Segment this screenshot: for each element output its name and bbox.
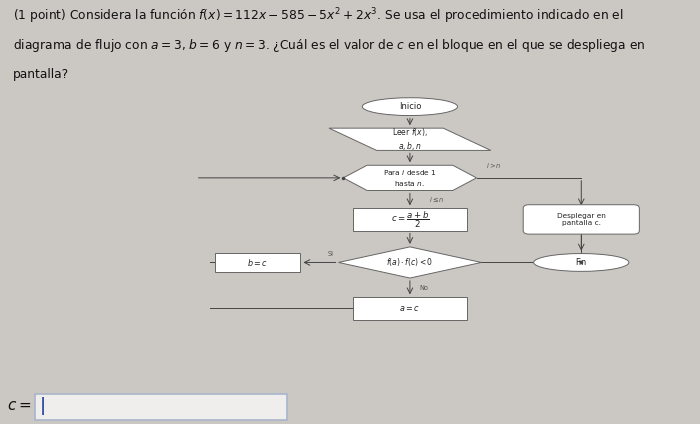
Text: Desplegar en
pantalla c.: Desplegar en pantalla c.	[556, 213, 606, 226]
Polygon shape	[329, 128, 491, 151]
Text: pantalla?: pantalla?	[13, 68, 69, 81]
Ellipse shape	[533, 254, 629, 271]
Text: diagrama de flujo con $a = 3$, $b = 6$ y $n = 3$. ¿Cuál es el valor de $c$ en el: diagrama de flujo con $a = 3$, $b = 6$ y…	[13, 37, 645, 54]
Text: $c = \dfrac{a+b}{2}$: $c = \dfrac{a+b}{2}$	[391, 209, 429, 230]
Text: $i \leq n$: $i \leq n$	[429, 195, 444, 204]
FancyBboxPatch shape	[35, 394, 287, 420]
FancyBboxPatch shape	[353, 297, 467, 320]
Polygon shape	[339, 247, 482, 278]
FancyBboxPatch shape	[353, 208, 467, 231]
Ellipse shape	[363, 98, 458, 116]
Text: No: No	[419, 285, 428, 291]
Polygon shape	[343, 165, 477, 190]
FancyBboxPatch shape	[523, 205, 639, 234]
Text: $f(a) \cdot f(c) < 0$: $f(a) \cdot f(c) < 0$	[386, 257, 433, 268]
Text: $b = c$: $b = c$	[247, 257, 268, 268]
FancyBboxPatch shape	[215, 253, 300, 272]
Text: $c = $: $c = $	[7, 399, 31, 413]
Text: Fin: Fin	[575, 258, 587, 267]
Text: Si: Si	[328, 251, 334, 257]
Text: $a = c$: $a = c$	[400, 304, 421, 313]
Text: $i > n$: $i > n$	[486, 162, 502, 170]
Text: Inicio: Inicio	[399, 102, 421, 111]
Text: Leer $f(x)$,
$a, b, n$: Leer $f(x)$, $a, b, n$	[392, 126, 428, 152]
Text: Para $i$ desde 1
hasta $n$.: Para $i$ desde 1 hasta $n$.	[383, 168, 437, 187]
Text: |: |	[41, 397, 46, 415]
Text: (1 point) Considera la función $f(x) = 112x - 585 - 5x^2 + 2x^3$. Se usa el proc: (1 point) Considera la función $f(x) = 1…	[13, 6, 623, 26]
